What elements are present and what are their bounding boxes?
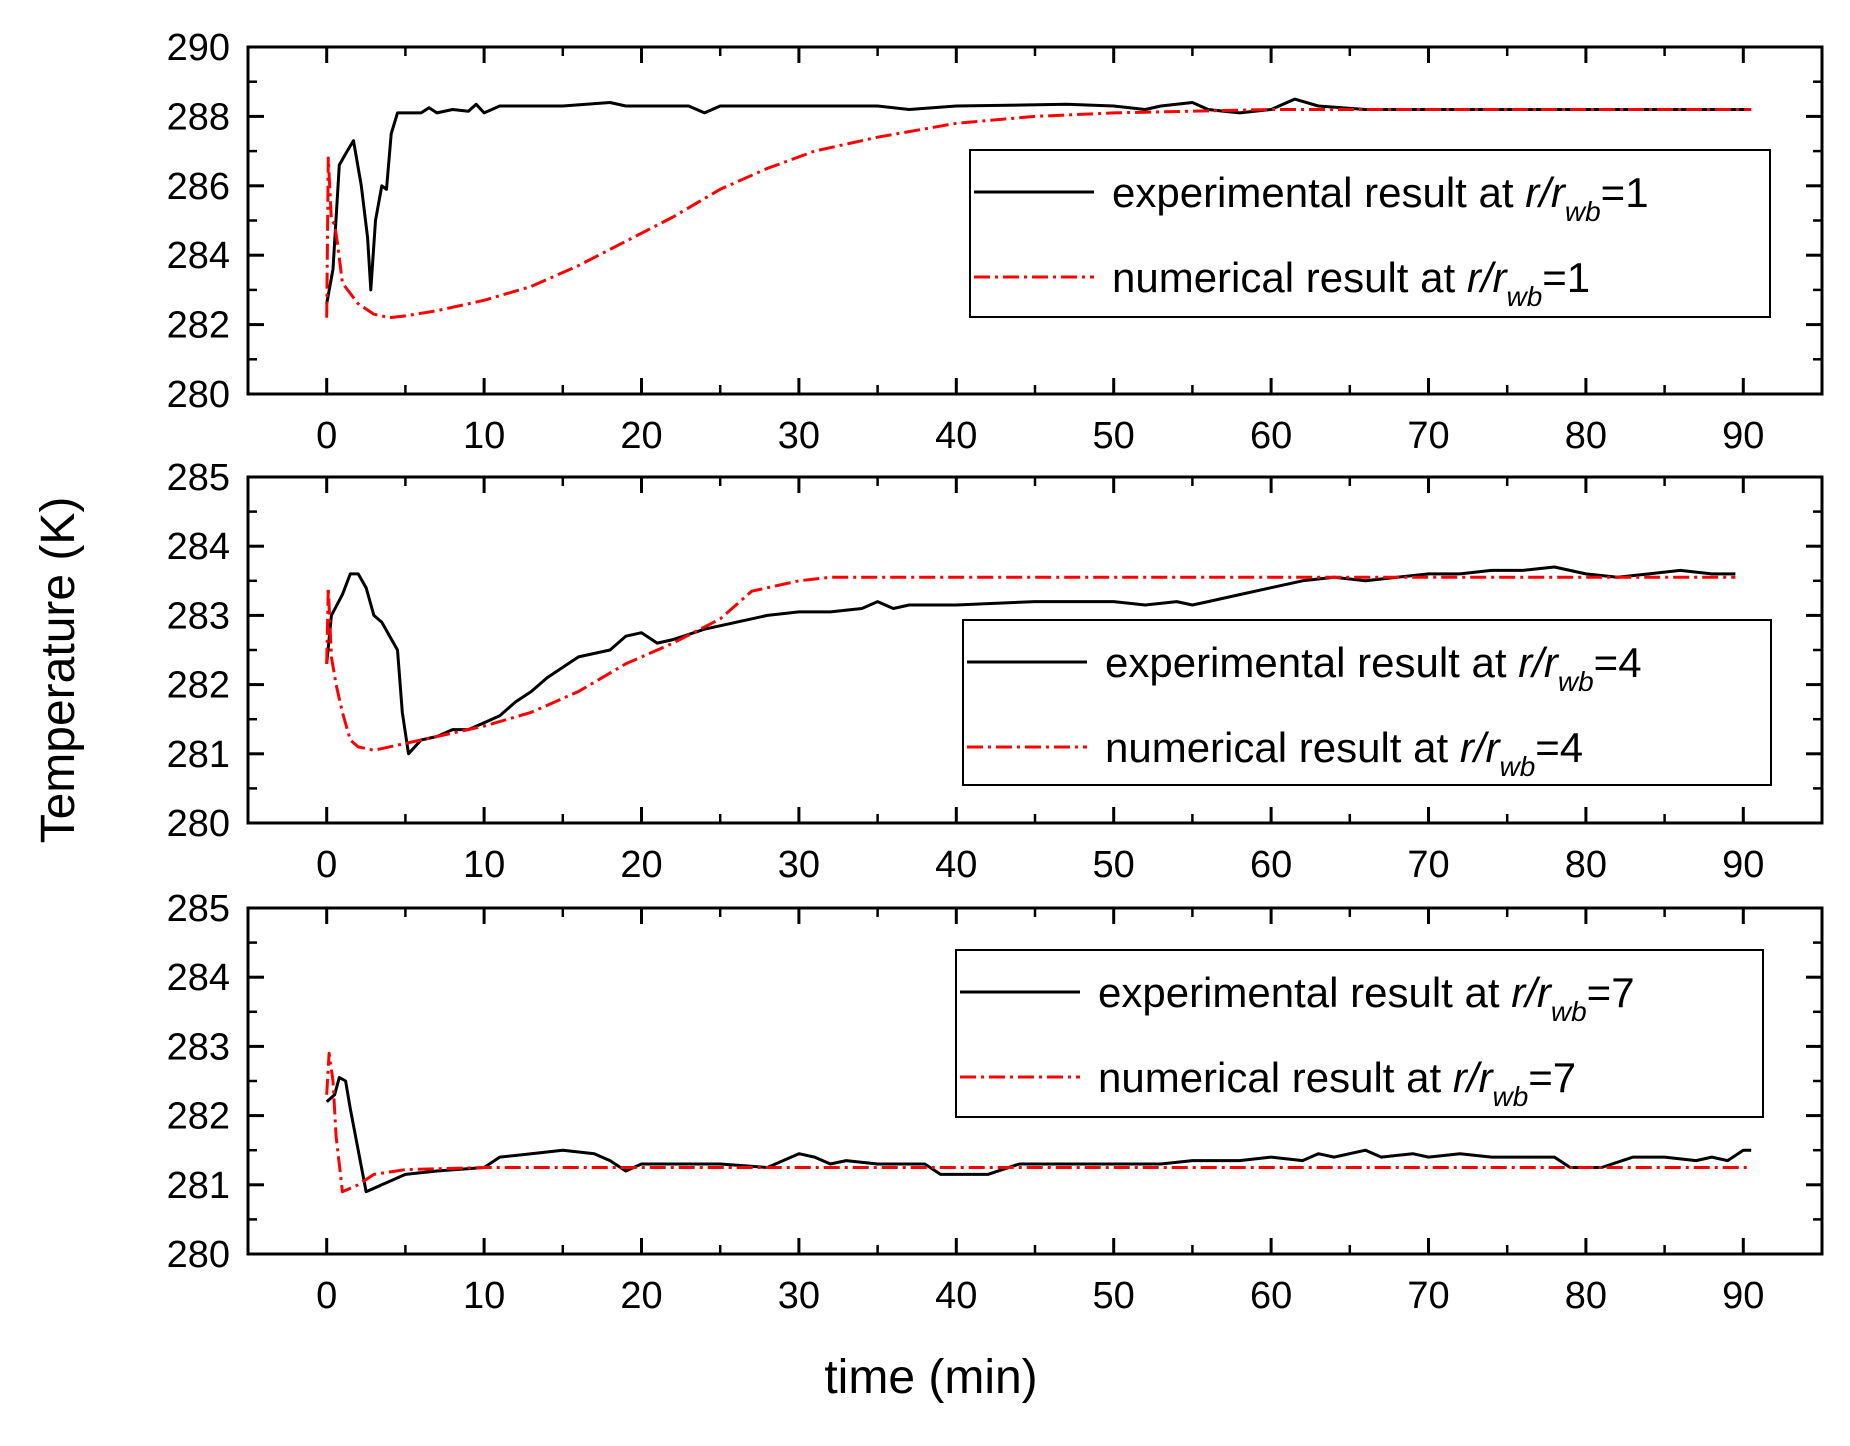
legend: experimental result at r/rwb=7 numerical … — [955, 949, 1764, 1118]
y-tick-label: 281 — [167, 734, 230, 776]
x-tick-label: 20 — [620, 1275, 662, 1317]
legend-label: experimental result at r/rwb=7 — [1098, 969, 1635, 1027]
x-tick-label: 30 — [778, 415, 820, 457]
y-tick-label: 284 — [167, 957, 230, 999]
numerical-series-line — [325, 1051, 1752, 1194]
y-axis-title: Temperature (K) — [32, 497, 85, 844]
y-tick-label: 290 — [167, 27, 230, 69]
y-tick-label: 284 — [167, 235, 230, 277]
x-tick-label: 90 — [1722, 1275, 1764, 1317]
y-tick-label: 285 — [167, 888, 230, 930]
y-tick-label: 282 — [167, 665, 230, 707]
x-tick-label: 20 — [620, 844, 662, 886]
x-tick-label: 70 — [1407, 415, 1449, 457]
x-tick-label: 40 — [935, 844, 977, 886]
x-tick-label: 30 — [778, 844, 820, 886]
panel-1: 280 282 284 286 288 290 0 10 20 30 40 50 60 70 80 90 exp… — [167, 27, 1824, 457]
x-tick-label: 50 — [1093, 1275, 1135, 1317]
y-tick-label: 282 — [167, 305, 230, 347]
experimental-series-line — [325, 565, 1736, 756]
x-tick-label: 90 — [1722, 844, 1764, 886]
x-tick-label: 10 — [463, 844, 505, 886]
legend-label: numerical result at r/rwb=7 — [1098, 1054, 1576, 1112]
panel-2: 280 281 282 283 284 285 0 10 20 30 40 50 60 70 80 90 exp… — [167, 457, 1824, 886]
x-tick-label: 40 — [935, 1275, 977, 1317]
x-tick-label: 30 — [778, 1275, 820, 1317]
panel-3: 280 281 282 283 284 285 0 10 20 30 40 50 60 70 80 90 exp… — [167, 888, 1824, 1317]
y-tick-label: 280 — [167, 1234, 230, 1276]
y-tick-label: 282 — [167, 1096, 230, 1138]
legend-label: numerical result at r/rwb=4 — [1105, 724, 1583, 782]
y-tick-label: 283 — [167, 1026, 230, 1068]
x-tick-label: 60 — [1250, 1275, 1292, 1317]
x-tick-label: 70 — [1407, 1275, 1449, 1317]
x-tick-label: 60 — [1250, 415, 1292, 457]
legend: experimental result at r/rwb=1 numerical … — [969, 149, 1771, 318]
y-tick-label: 283 — [167, 595, 230, 637]
y-tick-label: 281 — [167, 1165, 230, 1207]
x-tick-label: 50 — [1093, 844, 1135, 886]
y-tick-label: 285 — [167, 457, 230, 499]
y-tick-label: 284 — [167, 526, 230, 568]
numerical-series-line — [325, 575, 1736, 752]
x-tick-label: 0 — [316, 1275, 337, 1317]
x-tick-label: 70 — [1407, 844, 1449, 886]
numerical-series-line — [325, 108, 1752, 320]
legend-box — [955, 949, 1764, 1118]
x-tick-label: 40 — [935, 415, 977, 457]
legend-box — [962, 619, 1772, 786]
y-tick-label: 286 — [167, 166, 230, 208]
x-tick-label: 0 — [316, 844, 337, 886]
experimental-series-line — [325, 1076, 1752, 1194]
x-tick-label: 10 — [463, 1275, 505, 1317]
x-tick-label: 20 — [620, 415, 662, 457]
x-tick-label: 0 — [316, 415, 337, 457]
legend-box — [969, 149, 1771, 318]
x-tick-label: 10 — [463, 415, 505, 457]
x-tick-label: 50 — [1093, 415, 1135, 457]
y-tick-label: 280 — [167, 803, 230, 845]
x-tick-label: 80 — [1565, 415, 1607, 457]
x-tick-label: 80 — [1565, 844, 1607, 886]
x-tick-label: 90 — [1722, 415, 1764, 457]
legend-label: experimental result at r/rwb=1 — [1112, 169, 1649, 227]
legend-label: experimental result at r/rwb=4 — [1105, 639, 1642, 697]
y-tick-label: 288 — [167, 96, 230, 138]
legend-label: numerical result at r/rwb=1 — [1112, 254, 1590, 312]
x-tick-label: 80 — [1565, 1275, 1607, 1317]
y-tick-label: 280 — [167, 374, 230, 416]
x-axis-title: time (min) — [824, 1351, 1037, 1404]
legend: experimental result at r/rwb=4 numerical … — [962, 619, 1772, 786]
x-tick-label: 60 — [1250, 844, 1292, 886]
